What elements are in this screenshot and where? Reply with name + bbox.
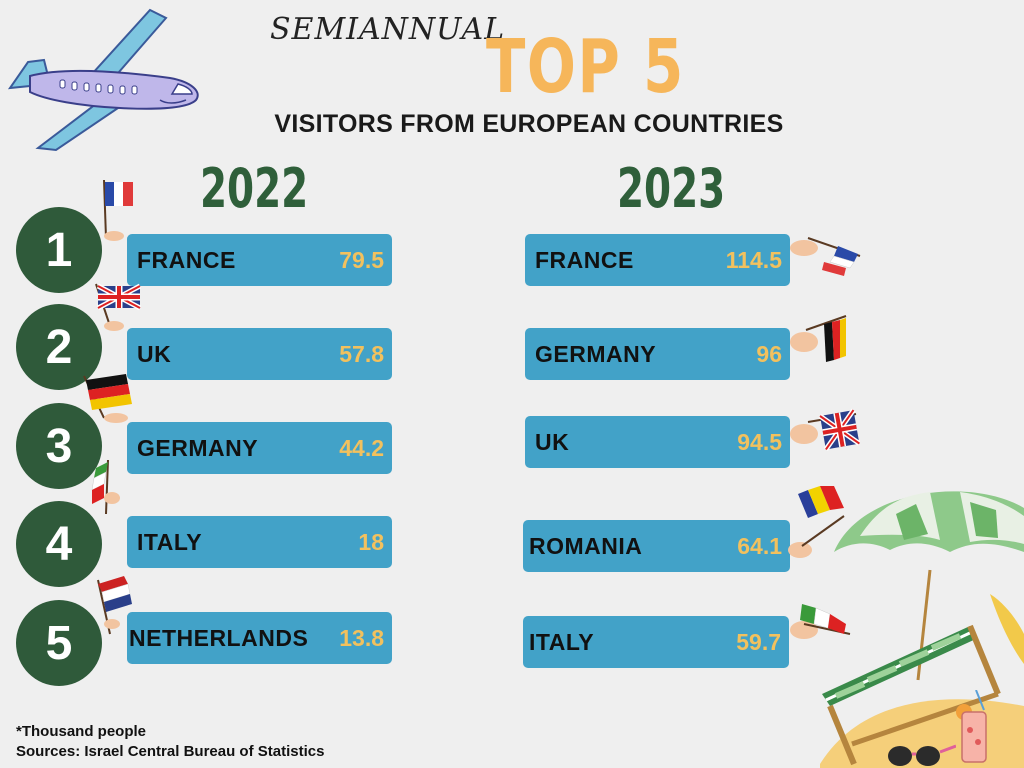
list-item-2022: ITALY 18 bbox=[127, 516, 392, 568]
country-name: NETHERLANDS bbox=[129, 624, 309, 651]
germany-flag-icon bbox=[790, 315, 847, 362]
sunglasses-icon bbox=[888, 744, 956, 766]
list-item-2023: UK 94.5 bbox=[525, 416, 790, 468]
visitor-value: 114.5 bbox=[725, 246, 782, 273]
list-item-2022: UK 57.8 bbox=[127, 328, 392, 380]
visitor-value: 59.7 bbox=[736, 628, 781, 655]
visitor-value: 79.5 bbox=[339, 246, 384, 273]
country-name: ITALY bbox=[137, 528, 203, 555]
list-item-2023: ITALY 59.7 bbox=[523, 616, 789, 668]
year-2023-heading: 2023 bbox=[617, 157, 726, 220]
visitor-value: 44.2 bbox=[339, 434, 384, 461]
footer-note: *Thousand people bbox=[16, 723, 147, 740]
netherlands-flag-icon bbox=[97, 576, 132, 635]
romania-flag-icon bbox=[788, 486, 845, 558]
list-item-2022: GERMANY 44.2 bbox=[127, 422, 392, 474]
rank-circle: 5 bbox=[16, 600, 102, 686]
rank-circle: 4 bbox=[16, 501, 102, 587]
list-item-2022: FRANCE 79.5 bbox=[127, 234, 392, 286]
uk-flag-icon bbox=[95, 283, 142, 331]
visitor-value: 13.8 bbox=[339, 624, 384, 651]
footer-source: Sources: Israel Central Bureau of Statis… bbox=[16, 743, 325, 760]
list-item-2023: GERMANY 96 bbox=[525, 328, 790, 380]
visitor-value: 18 bbox=[358, 528, 384, 555]
country-name: GERMANY bbox=[137, 434, 259, 461]
list-item-2023: ROMANIA 64.1 bbox=[523, 520, 790, 572]
uk-flag-icon bbox=[790, 408, 860, 451]
country-name: UK bbox=[535, 428, 570, 455]
drink-icon bbox=[956, 690, 987, 763]
subtitle: VISITORS FROM EUROPEAN COUNTRIES bbox=[274, 110, 784, 138]
italy-flag-icon bbox=[91, 459, 120, 515]
country-name: FRANCE bbox=[535, 246, 634, 273]
visitor-value: 57.8 bbox=[339, 340, 384, 367]
country-name: ITALY bbox=[529, 628, 595, 655]
rank-circle: 3 bbox=[16, 403, 102, 489]
visitor-value: 64.1 bbox=[737, 532, 782, 559]
country-name: ROMANIA bbox=[529, 532, 643, 559]
visitor-value: 96 bbox=[756, 340, 782, 367]
rank-circle: 1 bbox=[16, 207, 102, 293]
country-name: UK bbox=[137, 340, 172, 367]
italy-flag-icon bbox=[790, 604, 851, 639]
france-flag-icon bbox=[790, 237, 861, 276]
country-name: GERMANY bbox=[535, 340, 657, 367]
list-item-2022: NETHERLANDS 13.8 bbox=[127, 612, 392, 664]
airplane-icon bbox=[7, 8, 199, 152]
top5-title: TOP 5 bbox=[486, 24, 685, 110]
france-flag-icon bbox=[103, 179, 133, 241]
rank-circle: 2 bbox=[16, 304, 102, 390]
year-2022-heading: 2022 bbox=[200, 157, 309, 220]
visitor-value: 94.5 bbox=[737, 428, 782, 455]
list-item-2023: FRANCE 114.5 bbox=[525, 234, 790, 286]
germany-flag-icon bbox=[83, 374, 132, 423]
country-name: FRANCE bbox=[137, 246, 236, 273]
beach-chair-icon bbox=[822, 594, 1024, 766]
semiannual-title: SEMIANNUAL bbox=[270, 12, 506, 47]
